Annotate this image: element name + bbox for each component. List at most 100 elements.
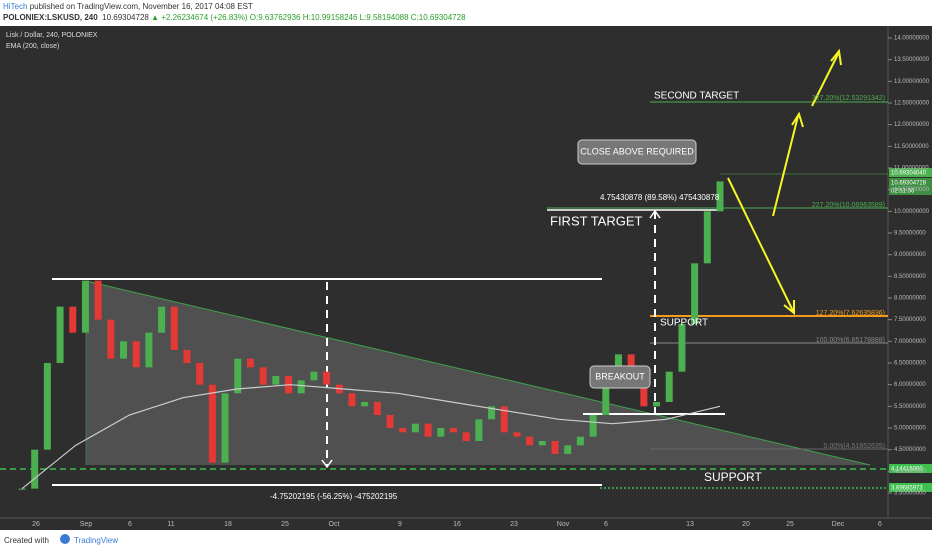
y-tick-label: 6.00000000 [894, 382, 926, 388]
candle [221, 393, 229, 463]
y-tick-label: 7.50000000 [894, 317, 926, 323]
candle [56, 306, 64, 363]
projection-arrows [727, 48, 842, 316]
y-tick-label: 11.00000000 [894, 166, 929, 172]
fib-label: 100.00%(6.65178888) [816, 337, 885, 344]
candle [640, 376, 648, 407]
candle [475, 419, 483, 441]
callout [589, 365, 651, 389]
candle [513, 432, 521, 437]
arrow-head [321, 459, 333, 469]
y-tick-label: 9.50000000 [894, 231, 926, 237]
candle [297, 380, 305, 394]
symbol: POLONIEX:LSKUSD, 240 [3, 13, 98, 22]
candle [323, 371, 331, 385]
candle [69, 306, 77, 333]
candle [246, 358, 254, 368]
candle [170, 306, 178, 350]
y-tick-label: 12.50000000 [894, 101, 930, 107]
x-tick-label: 23 [510, 521, 518, 528]
candle [361, 402, 369, 407]
indicator: EMA (200, close) [6, 43, 59, 50]
brand[interactable]: TradingView [74, 536, 119, 545]
author[interactable]: HiTech [3, 2, 28, 11]
x-tick-label: Dec [832, 521, 845, 528]
candle [31, 449, 39, 489]
arrow-head [649, 209, 661, 219]
candle [424, 423, 432, 437]
annotation: FIRST TARGET [550, 213, 643, 228]
logo [60, 534, 70, 544]
candle [526, 436, 534, 446]
candle [348, 393, 356, 407]
x-tick-label: 18 [224, 521, 232, 528]
candle [665, 371, 673, 402]
candle [538, 441, 546, 446]
candle [208, 384, 216, 463]
y-tick-label: 8.50000000 [894, 274, 926, 280]
candle [411, 423, 419, 433]
price-marks [18, 181, 724, 490]
x-tick-label: 16 [453, 521, 461, 528]
candle [234, 358, 242, 394]
y-tick-label: 4.00000000 [894, 469, 926, 475]
candle [691, 263, 699, 324]
fib-label: 227.20%(10.06963589) [812, 202, 885, 209]
candle [94, 280, 102, 320]
candle [500, 406, 508, 433]
price-tag-label: 3.69685973 [891, 486, 923, 492]
trend-line [85, 280, 871, 466]
publish-line: HiTech published on TradingView.com, Nov… [3, 2, 253, 11]
candle [259, 367, 267, 385]
y-tick-label: 3.50000000 [894, 491, 926, 497]
candle [716, 181, 724, 212]
candle [589, 415, 597, 437]
annotation: SUPPORT [704, 470, 762, 484]
y-tick-label: 10.00000000 [894, 209, 930, 215]
x-tick-label: Sep [80, 521, 93, 528]
published: published on TradingView.com, November 1… [29, 2, 253, 11]
y-tick-label: 5.50000000 [894, 404, 926, 410]
price-tag [889, 178, 932, 195]
candle [678, 324, 686, 372]
x-tick-label: 25 [786, 521, 794, 528]
x-tick-label: 13 [686, 521, 694, 528]
x-tick-label: 20 [742, 521, 750, 528]
candle [551, 441, 559, 454]
y-tick-label: 9.00000000 [894, 252, 926, 258]
y-tick-label: 14.00000000 [894, 36, 930, 42]
candle [488, 406, 496, 420]
price-tag [889, 483, 932, 492]
annotation: SUPPORT [660, 318, 708, 329]
y-tick-label: 13.50000000 [894, 57, 930, 63]
price-tag [889, 464, 932, 473]
fib-label: 0.00%(4.51852635) [824, 443, 886, 450]
candle [449, 428, 457, 433]
candle [272, 376, 280, 385]
candle [399, 428, 407, 433]
annotation: BREAKOUT [595, 371, 645, 381]
x-tick-label: 9 [398, 521, 402, 528]
x-tick-label: 6 [604, 521, 608, 528]
annotation: -4.75202195 (-56.25%) -475202195 [270, 492, 398, 501]
callout [577, 139, 697, 165]
x-tick-label: Oct [329, 521, 340, 528]
candle [145, 332, 153, 368]
candle [373, 402, 381, 415]
change: ▲ +2.26234674 (+26.83%) [151, 13, 248, 22]
symbol-line: POLONIEX:LSKUSD, 240 10.69304728 ▲ +2.26… [3, 13, 466, 22]
candle [18, 488, 26, 490]
candle [386, 415, 394, 428]
price-tag-label: 10.69304040 [891, 171, 927, 177]
annotation: CLOSE ABOVE REQUIRED [580, 146, 694, 156]
x-tick-label: 11 [167, 521, 174, 528]
price-tag-label: 02:51:36 [891, 189, 915, 195]
price-tag-label: 4.14416000 [891, 467, 923, 473]
candle [158, 306, 166, 333]
y-tick-label: 11.50000000 [894, 144, 929, 150]
y-tick-label: 7.00000000 [894, 339, 926, 345]
candle [132, 341, 140, 368]
candle [81, 280, 89, 333]
header: HiTech published on TradingView.com, Nov… [0, 0, 932, 26]
candle [120, 341, 128, 359]
